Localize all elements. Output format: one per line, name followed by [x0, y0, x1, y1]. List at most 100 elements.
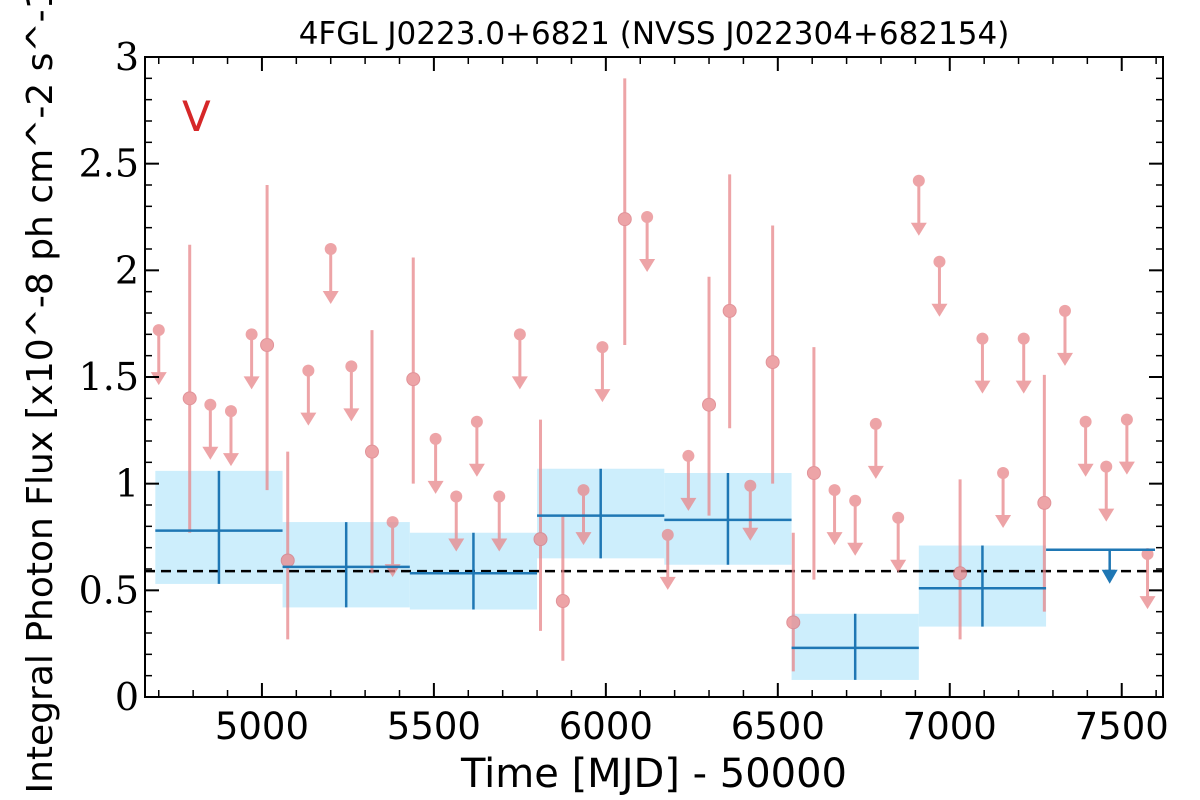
upper-limit-arrow: [1015, 380, 1032, 394]
upper-limit-arrow: [243, 376, 260, 390]
upper-limit-arrow: [575, 532, 592, 546]
upper-limit-arrow: [427, 480, 444, 494]
short-bin-upper-limit: [931, 255, 948, 317]
upper-limit-point: [470, 415, 483, 428]
upper-limit-point: [1058, 304, 1071, 317]
short-bin-upper-limit: [448, 490, 465, 552]
upper-limit-point: [324, 243, 337, 255]
upper-limit-point: [429, 432, 442, 445]
y-axis-label: Integral Photon Flux [x10^-8 ph cm^-2 s^…: [20, 0, 61, 794]
upper-limit-point: [224, 405, 237, 418]
y-tick-label: 2: [115, 248, 139, 292]
upper-limit-arrow: [491, 538, 508, 552]
y-tick-label: 0: [115, 675, 139, 719]
upper-limit-arrow: [826, 532, 843, 546]
short-bin-detection: [260, 185, 275, 491]
short-bin-upper-limit: [322, 243, 339, 304]
upper-limit-arrow: [867, 465, 884, 479]
upper-limit-arrow: [1098, 508, 1115, 522]
upper-limit-arrow: [594, 389, 611, 403]
upper-limit-arrow: [511, 376, 528, 390]
upper-limit-point: [1100, 460, 1113, 473]
upper-limit-arrow: [639, 259, 656, 272]
x-tick-label: 5000: [215, 705, 309, 748]
upper-limit-point: [641, 211, 654, 223]
upper-limit-arrow: [202, 446, 219, 460]
short-bin-upper-limit: [1056, 304, 1073, 366]
short-bin-upper-limit: [511, 328, 528, 390]
upper-limit-point: [661, 528, 674, 541]
upper-limit-arrow: [680, 497, 697, 511]
upper-limit-point: [245, 328, 258, 341]
short-bin-point: [555, 594, 570, 608]
upper-limit-arrow: [343, 408, 360, 422]
y-tick-label: 2.5: [79, 142, 139, 186]
upper-limit-arrow: [300, 412, 317, 426]
short-bin-detection: [364, 330, 379, 574]
short-bin-upper-limit: [150, 324, 167, 386]
short-bin-upper-limit: [594, 341, 611, 403]
short-bin-detection: [533, 419, 548, 631]
upper-limit-point: [204, 398, 217, 411]
short-bin-upper-limit: [468, 415, 485, 477]
short-bin-upper-limit: [826, 484, 843, 546]
x-tick-label: 6000: [559, 705, 653, 748]
short-bin-upper-limit: [300, 364, 317, 426]
upper-limit-point: [596, 341, 609, 354]
y-tick-label: 3: [115, 35, 139, 79]
x-tick-label: 5500: [387, 705, 481, 748]
upper-limit-arrow: [931, 303, 948, 317]
chart-title: 4FGL J0223.0+6821 (NVSS J022304+682154): [299, 16, 1010, 52]
short-bin-detection: [555, 515, 570, 661]
short-bin-upper-limit: [575, 484, 592, 546]
upper-limit-arrow: [322, 291, 339, 304]
short-bin-upper-limit: [890, 511, 907, 573]
upper-limit-point: [869, 417, 882, 430]
short-bin-point: [702, 397, 717, 412]
upper-limit-arrow: [222, 453, 239, 467]
upper-limit-point: [828, 484, 841, 497]
upper-limit-point: [892, 511, 905, 524]
upper-limit-point: [849, 494, 862, 507]
upper-limit-arrow: [890, 559, 907, 573]
short-bin-upper-limit: [742, 479, 759, 541]
x-tick-label: 7500: [1075, 705, 1169, 748]
short-bin-upper-limit: [639, 211, 656, 272]
short-bin-upper-limit: [1077, 415, 1094, 477]
upper-limit-point: [152, 324, 165, 337]
short-bin-upper-limit: [995, 467, 1012, 528]
short-bin-detection: [765, 225, 780, 484]
short-bin-upper-limit: [1098, 460, 1115, 522]
upper-limit-arrow: [468, 463, 485, 477]
x-tick-label: 6500: [731, 705, 825, 748]
short-bin-detection: [953, 479, 968, 640]
short-bin-point: [786, 615, 801, 630]
short-bin-detection: [1037, 374, 1052, 612]
upper-limit-point: [1079, 415, 1092, 428]
short-bin-detection: [702, 276, 717, 516]
upper-limit-arrow: [1056, 352, 1073, 366]
short-bin-detection: [806, 347, 821, 580]
upper-limit-arrow: [1139, 596, 1156, 610]
short-bin-upper-limit: [1015, 332, 1032, 394]
short-bin-upper-limit: [491, 490, 508, 552]
band-label: V: [182, 92, 211, 141]
upper-limit-point: [386, 516, 399, 529]
short-bin-point: [953, 566, 968, 581]
upper-limit-point: [1141, 548, 1154, 561]
short-bin-upper-limit: [1118, 413, 1135, 475]
short-bin-point: [1037, 495, 1052, 510]
long-bin-upper-limit-arrow: [1101, 569, 1118, 584]
plot-area: [145, 78, 1163, 680]
short-bin-upper-limit: [910, 174, 927, 236]
short-bin-upper-limit: [867, 417, 884, 479]
short-bin-point: [280, 553, 295, 568]
short-bin-point: [617, 212, 632, 227]
upper-limit-arrow: [150, 372, 167, 386]
upper-limit-arrow: [847, 542, 864, 556]
upper-limit-point: [933, 255, 946, 268]
short-bin-upper-limit: [427, 432, 444, 494]
short-bin-point: [260, 338, 275, 352]
short-bin-upper-limit: [202, 398, 219, 460]
